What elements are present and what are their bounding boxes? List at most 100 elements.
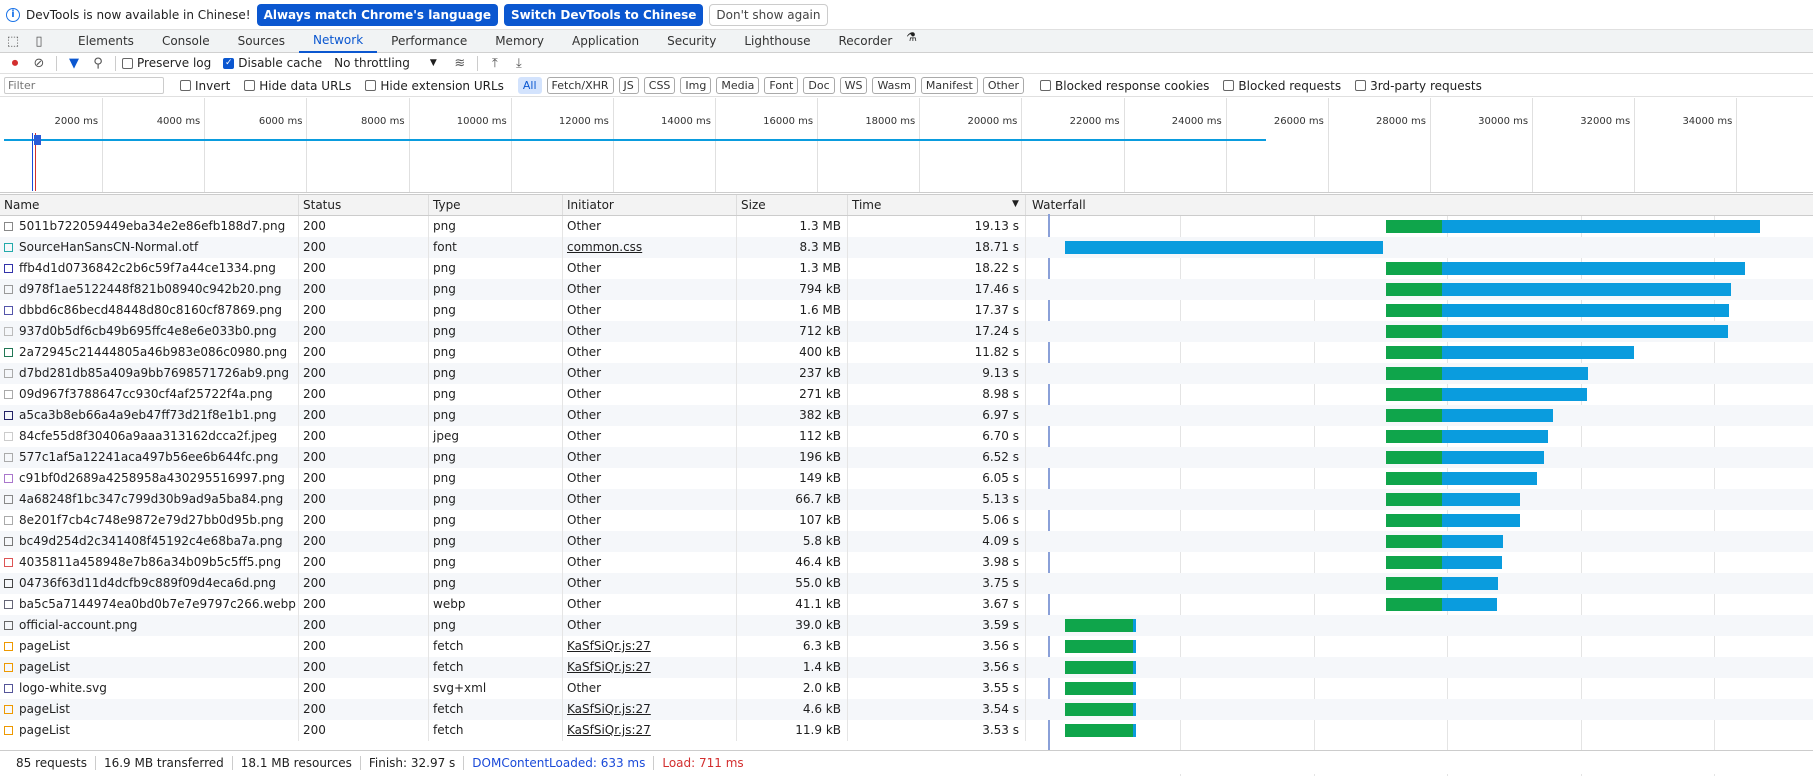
- table-row[interactable]: 8e201f7cb4c748e9872e79d27bb0d95b.png 200 p…: [0, 510, 1813, 531]
- cell-initiator[interactable]: common.css: [563, 237, 737, 258]
- cell-type: png: [429, 258, 563, 279]
- table-row[interactable]: official-account.png 200 png Other 39.0 kB 3.…: [0, 615, 1813, 636]
- waterfall-download-bar: [1442, 388, 1587, 401]
- table-row[interactable]: a5ca3b8eb66a4a9eb47ff73d21f8e1b1.png 200 p…: [0, 405, 1813, 426]
- filter-input[interactable]: [4, 77, 164, 94]
- tab-performance[interactable]: Performance: [391, 34, 468, 48]
- tab-security[interactable]: Security: [667, 34, 717, 48]
- table-row[interactable]: 577c1af5a12241aca497b56ee6b644fc.png 200 p…: [0, 447, 1813, 468]
- infobar-message: DevTools is now available in Chinese!: [26, 7, 251, 22]
- table-row[interactable]: 5011b722059449eba34e2e86efb188d7.png 200 p…: [0, 216, 1813, 237]
- column-type[interactable]: Type: [429, 195, 563, 215]
- waterfall-download-bar: [1442, 577, 1499, 590]
- cell-initiator[interactable]: KaSfSiQr.js:27: [563, 720, 737, 741]
- blocked-requests-checkbox[interactable]: Blocked requests: [1223, 79, 1341, 93]
- hide-data-urls-checkbox[interactable]: Hide data URLs: [244, 79, 351, 93]
- type-filter-css[interactable]: CSS: [643, 77, 676, 94]
- column-waterfall[interactable]: Waterfall: [1032, 198, 1086, 212]
- table-row[interactable]: 2a72945c21444805a46b983e086c0980.png 200 p…: [0, 342, 1813, 363]
- cell-type: png: [429, 384, 563, 405]
- table-row[interactable]: pageList 200 fetch KaSfSiQr.js:27 1.4 kB 3.56…: [0, 657, 1813, 678]
- dont-show-again-button[interactable]: Don't show again: [709, 3, 828, 26]
- table-row[interactable]: logo-white.svg 200 svg+xml Other 2.0 kB 3.55 …: [0, 678, 1813, 699]
- table-row[interactable]: SourceHanSansCN-Normal.otf 200 font common.…: [0, 237, 1813, 258]
- type-filter-ws[interactable]: WS: [839, 77, 868, 94]
- inspect-element-icon[interactable]: ⬚: [6, 33, 20, 49]
- timeline-overview[interactable]: 2000 ms 4000 ms 6000 ms 8000 ms 10000 ms 1200…: [0, 98, 1813, 193]
- file-type-icon: [4, 285, 13, 294]
- cell-initiator[interactable]: KaSfSiQr.js:27: [563, 657, 737, 678]
- column-time[interactable]: Time: [848, 195, 1026, 215]
- tab-network[interactable]: Network: [299, 30, 378, 53]
- import-har-icon[interactable]: ⤒: [491, 55, 498, 71]
- blocked-cookies-checkbox[interactable]: Blocked response cookies: [1040, 79, 1209, 93]
- cell-initiator[interactable]: KaSfSiQr.js:27: [563, 699, 737, 720]
- cell-name: d7bd281db85a409a9bb7698571726ab9.png: [0, 363, 299, 384]
- type-filter-all[interactable]: All: [517, 77, 542, 94]
- column-size[interactable]: Size: [737, 195, 848, 215]
- network-conditions-icon[interactable]: ≋: [454, 55, 466, 71]
- type-filter-media[interactable]: Media: [716, 77, 760, 94]
- type-filter-doc[interactable]: Doc: [803, 77, 835, 94]
- match-language-button[interactable]: Always match Chrome's language: [256, 3, 498, 26]
- table-row[interactable]: 09d967f3788647cc930cf4af25722f4a.png 200 p…: [0, 384, 1813, 405]
- hide-extension-urls-checkbox[interactable]: Hide extension URLs: [365, 79, 504, 93]
- table-row[interactable]: 937d0b5df6cb49b695ffc4e8e6e033b0.png 200 p…: [0, 321, 1813, 342]
- table-row[interactable]: 04736f63d11d4dcfb9c889f09d4eca6d.png 200 p…: [0, 573, 1813, 594]
- clear-icon[interactable]: ⊘: [33, 55, 45, 71]
- tab-memory[interactable]: Memory: [495, 34, 545, 48]
- cell-size: 271 kB: [737, 384, 848, 405]
- type-filter-other[interactable]: Other: [982, 77, 1025, 94]
- tab-console[interactable]: Console: [161, 34, 210, 48]
- cell-initiator[interactable]: KaSfSiQr.js:27: [563, 636, 737, 657]
- tab-recorder[interactable]: Recorder: [838, 34, 893, 48]
- search-icon[interactable]: ⚲: [93, 55, 103, 71]
- cell-status: 200: [299, 720, 429, 741]
- overview-tick-label: 32000 ms: [1580, 116, 1631, 127]
- type-filter-manifest[interactable]: Manifest: [920, 77, 978, 94]
- cell-time: 3.54 s: [848, 699, 1026, 720]
- table-row[interactable]: d7bd281db85a409a9bb7698571726ab9.png 200 p…: [0, 363, 1813, 384]
- overview-tick: [1225, 98, 1227, 192]
- table-row[interactable]: d978f1ae5122448f821b08940c942b20.png 200 p…: [0, 279, 1813, 300]
- table-row[interactable]: pageList 200 fetch KaSfSiQr.js:27 11.9 kB 3.5…: [0, 720, 1813, 741]
- table-row[interactable]: 84cfe55d8f30406a9aaa313162dcca2f.jpeg 200…: [0, 426, 1813, 447]
- record-icon[interactable]: ⏺: [11, 55, 19, 71]
- type-filter-img[interactable]: Img: [680, 77, 712, 94]
- third-party-checkbox[interactable]: 3rd-party requests: [1355, 79, 1482, 93]
- table-row[interactable]: ffb4d1d0736842c2b6c59f7a44ce1334.png 200 p…: [0, 258, 1813, 279]
- switch-chinese-button[interactable]: Switch DevTools to Chinese: [503, 3, 704, 26]
- column-initiator[interactable]: Initiator: [563, 195, 737, 215]
- tab-lighthouse[interactable]: Lighthouse: [744, 34, 811, 48]
- table-row[interactable]: 4035811a458948e7b86a34b09b5c5ff5.png 200 p…: [0, 552, 1813, 573]
- disable-cache-checkbox[interactable]: ✓ Disable cache: [223, 56, 323, 70]
- cell-type: fetch: [429, 720, 563, 741]
- export-har-icon[interactable]: ⤓: [515, 55, 522, 71]
- table-row[interactable]: c91bf0d2689a4258958a430295516997.png 200 p…: [0, 468, 1813, 489]
- type-filter-fetchxhr[interactable]: Fetch/XHR: [546, 77, 614, 94]
- waterfall-waiting-bar: [1386, 430, 1443, 443]
- type-filter-font[interactable]: Font: [764, 77, 799, 94]
- cell-name: 8e201f7cb4c748e9872e79d27bb0d95b.png: [0, 510, 299, 531]
- table-row[interactable]: dbbd6c86becd48448d80c8160cf87869.png 200 p…: [0, 300, 1813, 321]
- table-row[interactable]: pageList 200 fetch KaSfSiQr.js:27 6.3 kB 3.56…: [0, 636, 1813, 657]
- table-row[interactable]: bc49d254d2c341408f45192c4e68ba7a.png 200 p…: [0, 531, 1813, 552]
- type-filter-js[interactable]: JS: [618, 77, 639, 94]
- filter-icon[interactable]: ▼: [69, 55, 79, 71]
- table-row[interactable]: ba5c5a7144974ea0bd0b7e7e9797c266.webp 200…: [0, 594, 1813, 615]
- cell-type: png: [429, 552, 563, 573]
- cell-initiator: Other: [563, 363, 737, 384]
- tab-elements[interactable]: Elements: [78, 34, 134, 48]
- table-row[interactable]: pageList 200 fetch KaSfSiQr.js:27 4.6 kB 3.54…: [0, 699, 1813, 720]
- throttling-select[interactable]: No throttling ▼: [334, 56, 437, 70]
- tab-sources[interactable]: Sources: [237, 34, 286, 48]
- type-filter-wasm[interactable]: Wasm: [872, 77, 916, 94]
- preserve-log-checkbox[interactable]: Preserve log: [122, 56, 211, 70]
- column-name[interactable]: Name: [0, 195, 299, 215]
- cell-name: c91bf0d2689a4258958a430295516997.png: [0, 468, 299, 489]
- column-status[interactable]: Status: [299, 195, 429, 215]
- tab-application[interactable]: Application: [572, 34, 640, 48]
- table-row[interactable]: 4a68248f1bc347c799d30b9ad9a5ba84.png 200 p…: [0, 489, 1813, 510]
- invert-checkbox[interactable]: Invert: [180, 79, 230, 93]
- device-toolbar-icon[interactable]: ▯: [35, 33, 43, 49]
